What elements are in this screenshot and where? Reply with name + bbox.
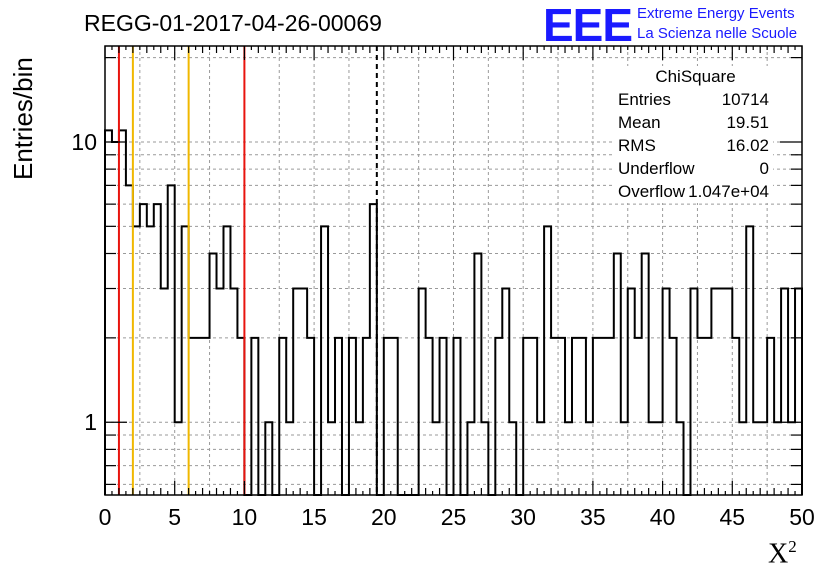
- eee-logo-line1: Extreme Energy Events: [637, 5, 795, 22]
- y-tick-label: 1: [84, 409, 97, 435]
- stats-value: 10714: [721, 90, 769, 109]
- x-tick-label: 40: [650, 504, 676, 530]
- eee-logo-line2: La Scienza nelle Scuole: [637, 25, 798, 42]
- stats-title: ChiSquare: [655, 67, 736, 86]
- x-axis-label-main: X: [768, 538, 789, 570]
- stats-label: Entries: [618, 90, 671, 109]
- eee-logo: EEE: [543, 0, 633, 51]
- stats-label: Mean: [618, 113, 661, 132]
- stats-value: 1.047e+04: [688, 182, 769, 201]
- histogram-series: [104, 129, 803, 496]
- stats-row-overflow: Overflow 1.047e+04: [612, 180, 773, 203]
- x-tick-label: 15: [301, 504, 327, 530]
- x-tick-label: 5: [168, 504, 181, 530]
- x-tick-label: 30: [510, 504, 536, 530]
- stats-label: RMS: [618, 136, 656, 155]
- stats-row-mean: Mean 19.51: [612, 111, 773, 134]
- chart-title: REGG-01-2017-04-26-00069: [84, 10, 382, 36]
- x-tick-label: 10: [232, 504, 258, 530]
- stats-row-rms: RMS 16.02: [612, 134, 773, 157]
- stats-label: Overflow: [618, 182, 686, 201]
- y-axis-label: Entries/bin: [8, 57, 38, 180]
- x-tick-label: 25: [441, 504, 467, 530]
- x-axis-label: X2: [768, 537, 797, 570]
- y-tick-label: 10: [71, 129, 97, 155]
- x-tick-label: 0: [99, 504, 112, 530]
- x-tick-label: 35: [580, 504, 606, 530]
- stats-row-entries: Entries 10714: [612, 88, 773, 111]
- x-axis-label-superscript: 2: [788, 537, 797, 556]
- stats-value: 16.02: [726, 136, 769, 155]
- stats-label: Underflow: [618, 159, 695, 178]
- x-tick-label: 50: [789, 504, 815, 530]
- x-tick-label: 20: [371, 504, 397, 530]
- stats-value: 0: [759, 159, 769, 178]
- stats-row-underflow: Underflow 0: [612, 157, 773, 180]
- stats-value: 19.51: [726, 113, 769, 132]
- x-tick-label: 45: [720, 504, 746, 530]
- stats-box: ChiSquare Entries 10714 Mean 19.51 RMS 16.0…: [612, 66, 773, 203]
